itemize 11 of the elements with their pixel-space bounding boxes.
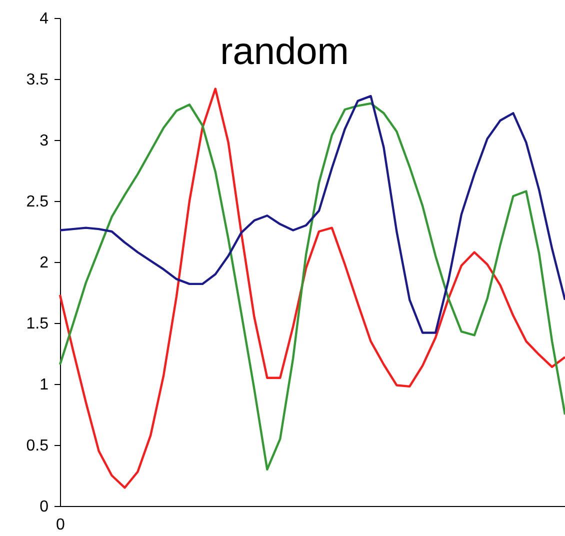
y-tick-label: 0	[40, 498, 49, 516]
y-tick-label: 2	[40, 254, 49, 272]
y-tick-label: 3.5	[26, 72, 49, 88]
y-tick-label: 1	[40, 376, 49, 394]
y-tick-label: 2.5	[26, 194, 49, 210]
line-series	[58, 94, 565, 334]
y-tick-label: 3	[40, 132, 49, 150]
chart-title: random	[220, 31, 349, 73]
y-tick-label: 1.5	[26, 316, 49, 332]
y-tick-label: 0.5	[26, 438, 49, 454]
y-tick-label: 4	[40, 10, 49, 28]
